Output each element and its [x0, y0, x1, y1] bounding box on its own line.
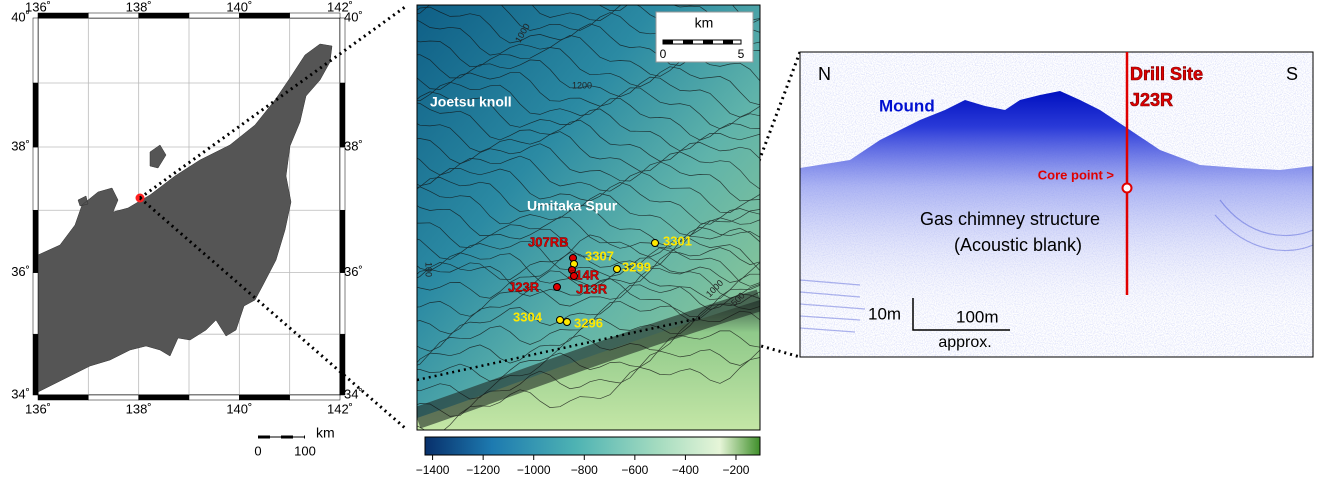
site-marker: [614, 266, 621, 273]
scale-label: 5: [738, 47, 745, 61]
site-marker: [564, 319, 571, 326]
frame-segment: [38, 395, 88, 400]
scale-unit: km: [695, 15, 714, 31]
lat-label: 34˚: [11, 386, 30, 401]
site-label: J23R: [508, 279, 540, 294]
colorbar-label: −600: [621, 463, 648, 477]
site-label: J13R: [576, 281, 608, 296]
horizontal-scale: 100m: [956, 307, 999, 326]
vertical-scale: 10m: [868, 304, 901, 323]
lat-label: 40˚: [344, 9, 363, 24]
lat-label: 34˚: [344, 386, 363, 401]
contour-label: 1200: [572, 80, 592, 90]
site-label: 3301: [663, 233, 692, 248]
colorbar-label: −1000: [517, 463, 551, 477]
frame-segment: [33, 210, 38, 272]
overview-map: km 0 100: [33, 13, 345, 458]
site-marker: [557, 317, 564, 324]
lat-label: 36˚: [11, 264, 30, 279]
seismic-profile: N S Mound Drill Site J23R Core point > G…: [800, 52, 1313, 357]
site-label: 3299: [622, 259, 651, 274]
frame-segment: [139, 395, 189, 400]
frame-segment: [340, 18, 345, 83]
feature-label: Joetsu knoll: [430, 94, 512, 110]
frame-segment: [88, 395, 138, 400]
frame-segment: [239, 395, 289, 400]
site-marker: [571, 273, 578, 280]
frame-segment: [189, 395, 239, 400]
core-point-label: Core point >: [1038, 167, 1115, 182]
lat-label: 40˚: [11, 9, 30, 24]
site-marker: [554, 284, 561, 291]
lon-label: 136˚: [25, 401, 51, 416]
scale-label: 100: [294, 443, 316, 458]
lon-label: 140˚: [226, 0, 252, 14]
frame-segment: [33, 334, 38, 395]
scale-note: approx.: [938, 334, 991, 351]
lon-label: 140˚: [226, 401, 252, 416]
frame-segment: [340, 147, 345, 210]
lon-label: 138˚: [126, 401, 152, 416]
scale-label: 0: [254, 443, 261, 458]
interpretation: (Acoustic blank): [954, 235, 1082, 255]
lat-label: 38˚: [344, 138, 363, 153]
lat-label: 38˚: [11, 138, 30, 153]
site-label: J07RB: [528, 234, 568, 249]
frame-segment: [33, 83, 38, 147]
frame-segment: [340, 273, 345, 335]
colorbar-label: −400: [672, 463, 699, 477]
bathymetry-map: Joetsu knoll Umitaka Spur 1000 1200 100 …: [410, 0, 770, 477]
frame-segment: [340, 83, 345, 147]
colorbar-label: −200: [722, 463, 749, 477]
core-point: [1123, 184, 1132, 193]
feature-label: Umitaka Spur: [527, 198, 618, 214]
colorbar-label: −800: [571, 463, 598, 477]
direction-label: S: [1286, 64, 1298, 84]
site-label: J23R: [1130, 90, 1173, 110]
lon-label: 138˚: [126, 0, 152, 14]
contour-label: 100: [424, 262, 434, 277]
lon-label: 142˚: [327, 401, 353, 416]
scale-label: 0: [660, 47, 667, 61]
scale-unit: km: [316, 425, 335, 441]
frame-segment: [33, 18, 38, 83]
interpretation: Gas chimney structure: [920, 209, 1100, 229]
colorbar-label: −1200: [466, 463, 500, 477]
site-label: 3307: [585, 248, 614, 263]
lat-label: 36˚: [344, 264, 363, 279]
colorbar: [425, 437, 760, 455]
frame-segment: [33, 147, 38, 210]
drill-site-label: Drill Site: [1130, 64, 1203, 84]
frame-segment: [33, 273, 38, 335]
colorbar-label: −1400: [416, 463, 450, 477]
site-label: 3296: [574, 315, 603, 330]
direction-label: N: [818, 64, 831, 84]
mound-label: Mound: [879, 96, 935, 115]
figure: km 0 100 Joetsu knoll Umitaka Spur 1000 …: [0, 0, 1322, 484]
site-label: 3304: [513, 309, 543, 324]
site-marker: [652, 240, 659, 247]
frame-segment: [290, 395, 340, 400]
